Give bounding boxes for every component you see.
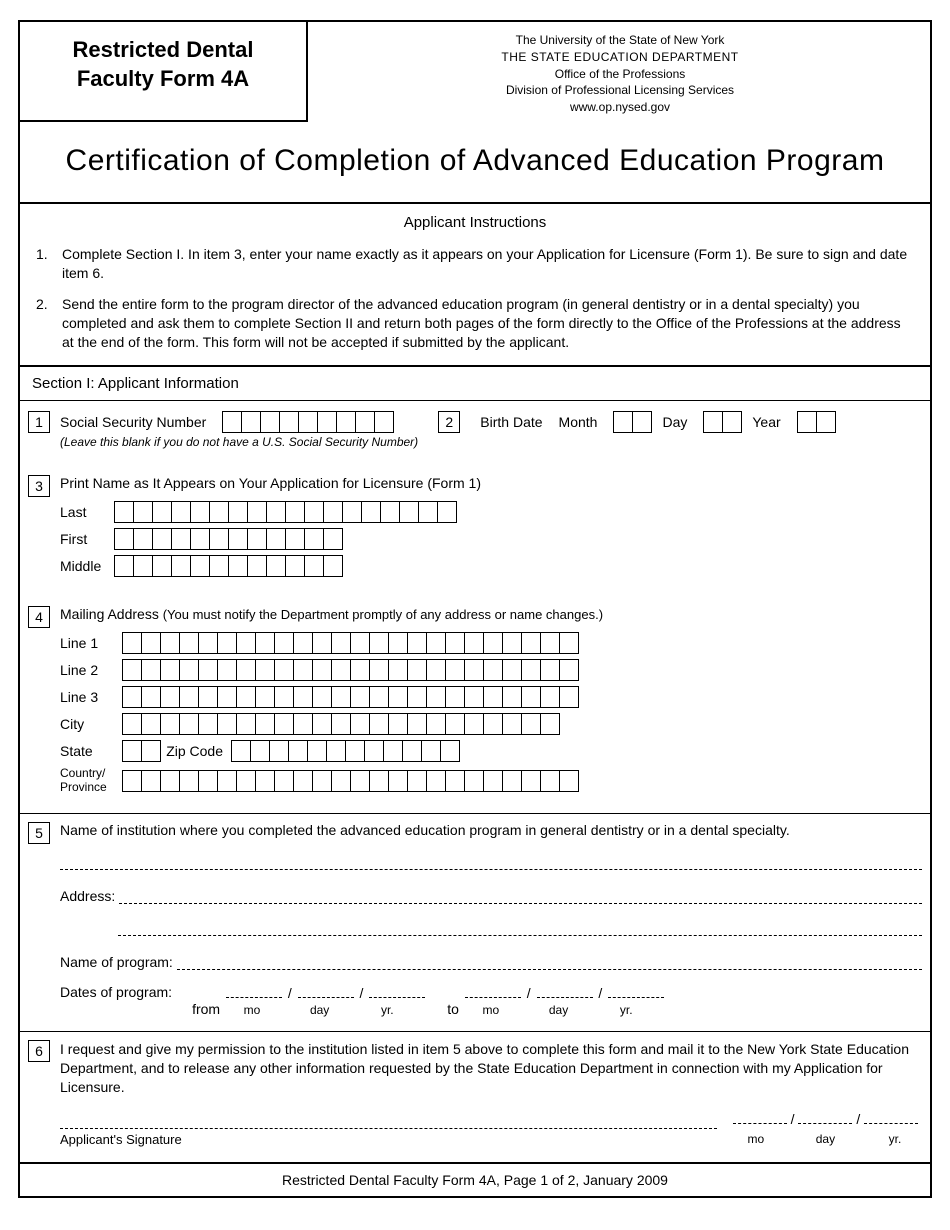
instructions-title: Applicant Instructions xyxy=(36,214,914,231)
year-boxes[interactable] xyxy=(797,411,836,433)
from-day-blank[interactable] xyxy=(298,984,354,998)
birthdate-label: Birth Date xyxy=(480,414,542,430)
dept-line2: THE STATE EDUCATION DEPARTMENT xyxy=(310,49,930,66)
address-line1[interactable] xyxy=(119,890,922,904)
instr-num-1: 1. xyxy=(36,245,62,283)
sig-mo-blank[interactable] xyxy=(733,1110,787,1124)
section1-header: Section I: Applicant Information xyxy=(20,367,930,401)
first-boxes[interactable] xyxy=(114,528,343,550)
from-day-lbl: day xyxy=(292,1003,348,1017)
day-label: Day xyxy=(662,414,687,430)
addr-line3-label: Line 3 xyxy=(60,689,122,705)
addr-line3-boxes[interactable] xyxy=(122,686,579,708)
country-label: Country/ Province xyxy=(60,767,122,793)
from-label: from xyxy=(192,1001,220,1017)
item4-label: Mailing Address xyxy=(60,606,159,622)
month-boxes[interactable] xyxy=(613,411,652,433)
to-label: to xyxy=(447,1001,459,1017)
ssn-boxes[interactable] xyxy=(222,411,394,433)
item-number-4: 4 xyxy=(28,606,50,628)
item-number-5: 5 xyxy=(28,822,50,844)
last-label: Last xyxy=(60,504,114,520)
to-day-blank[interactable] xyxy=(537,984,593,998)
item6-text: I request and give my permission to the … xyxy=(60,1040,922,1097)
form-title-line1: Restricted Dental xyxy=(38,36,288,65)
first-label: First xyxy=(60,531,114,547)
to-mo-lbl: mo xyxy=(463,1003,519,1017)
middle-label: Middle xyxy=(60,558,114,574)
address-label: Address: xyxy=(60,888,115,904)
signature-line[interactable] xyxy=(60,1115,717,1129)
program-line[interactable] xyxy=(177,956,922,970)
instr-text-1: Complete Section I. In item 3, enter you… xyxy=(62,245,914,283)
from-mo-lbl: mo xyxy=(224,1003,280,1017)
year-label: Year xyxy=(752,414,780,430)
last-boxes[interactable] xyxy=(114,501,457,523)
sig-yr-blank[interactable] xyxy=(864,1110,918,1124)
item4-note: (You must notify the Department promptly… xyxy=(163,607,603,622)
from-yr-lbl: yr. xyxy=(359,1003,415,1017)
addr-line2-label: Line 2 xyxy=(60,662,122,678)
dept-line1: The University of the State of New York xyxy=(310,32,930,49)
form-title-line2: Faculty Form 4A xyxy=(38,65,288,94)
form-title-box: Restricted Dental Faculty Form 4A xyxy=(18,20,308,122)
item3-label: Print Name as It Appears on Your Applica… xyxy=(60,475,922,491)
state-boxes[interactable] xyxy=(122,740,161,762)
item-number-3: 3 xyxy=(28,475,50,497)
addr-line2-boxes[interactable] xyxy=(122,659,579,681)
instructions-block: Applicant Instructions 1. Complete Secti… xyxy=(20,204,930,367)
ssn-note: (Leave this blank if you do not have a U… xyxy=(60,435,922,449)
item-number-6: 6 xyxy=(28,1040,50,1062)
program-label: Name of program: xyxy=(60,954,173,970)
main-title: Certification of Completion of Advanced … xyxy=(20,122,930,204)
dept-line3: Office of the Professions xyxy=(310,66,930,83)
item-number-2: 2 xyxy=(438,411,460,433)
item5-label: Name of institution where you completed … xyxy=(60,822,922,838)
zip-label: Zip Code xyxy=(161,743,231,759)
addr-line1-boxes[interactable] xyxy=(122,632,579,654)
middle-boxes[interactable] xyxy=(114,555,343,577)
page-footer: Restricted Dental Faculty Form 4A, Page … xyxy=(20,1164,930,1196)
city-label: City xyxy=(60,716,122,732)
sig-yr-lbl: yr. xyxy=(868,1131,922,1147)
city-boxes[interactable] xyxy=(122,713,560,735)
sig-day-lbl: day xyxy=(798,1131,852,1147)
address-line2[interactable] xyxy=(118,922,922,936)
state-label: State xyxy=(60,743,122,759)
zip-boxes[interactable] xyxy=(231,740,460,762)
to-day-lbl: day xyxy=(531,1003,587,1017)
instr-num-2: 2. xyxy=(36,295,62,352)
instr-text-2: Send the entire form to the program dire… xyxy=(62,295,914,352)
dates-label: Dates of program: xyxy=(60,984,172,1000)
form-outer: Restricted Dental Faculty Form 4A The Un… xyxy=(18,20,932,1198)
addr-line1-label: Line 1 xyxy=(60,635,122,651)
item-number-1: 1 xyxy=(28,411,50,433)
month-label: Month xyxy=(559,414,598,430)
to-yr-blank[interactable] xyxy=(608,984,664,998)
country-boxes[interactable] xyxy=(122,770,579,792)
from-yr-blank[interactable] xyxy=(369,984,425,998)
dept-line4: Division of Professional Licensing Servi… xyxy=(310,82,930,99)
day-boxes[interactable] xyxy=(703,411,742,433)
ssn-label: Social Security Number xyxy=(60,414,206,430)
dept-url: www.op.nysed.gov xyxy=(310,99,930,116)
sig-day-blank[interactable] xyxy=(798,1110,852,1124)
sig-mo-lbl: mo xyxy=(729,1131,783,1147)
to-mo-blank[interactable] xyxy=(465,984,521,998)
signature-label: Applicant's Signature xyxy=(60,1131,717,1149)
to-yr-lbl: yr. xyxy=(598,1003,654,1017)
from-mo-blank[interactable] xyxy=(226,984,282,998)
institution-line[interactable] xyxy=(60,856,922,870)
department-info: The University of the State of New York … xyxy=(310,22,930,122)
